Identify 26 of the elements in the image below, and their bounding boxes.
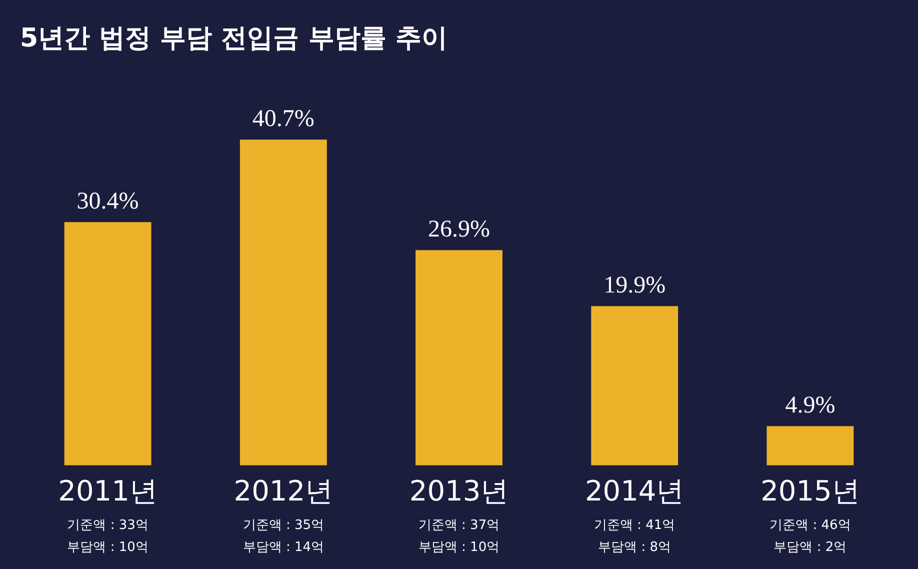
text: 부담액 : 10억 [418, 540, 500, 555]
text: 부담액 : 10억 [67, 540, 148, 555]
bar [64, 222, 152, 466]
x-tick-label: 2015년 [760, 474, 860, 508]
x-tick-label: 2011년 [58, 474, 158, 508]
text: 기준액 : 35억 [242, 518, 324, 533]
chart-title: 5년간 법정 부담 전입금 부담률 추이 [20, 23, 448, 54]
data-label: 40.7% [252, 106, 314, 132]
text: 기준액 : 46억 [770, 518, 851, 533]
x-tick-label: 2014년 [584, 474, 684, 508]
x-tick-label: 2012년 [234, 474, 334, 508]
data-label: 30.4% [76, 188, 139, 214]
data-label: 4.9% [785, 392, 836, 418]
data-label: 19.9% [604, 272, 666, 298]
text: 기준액 : 37억 [418, 518, 500, 533]
bar [766, 426, 854, 466]
text: 기준액 : 33억 [67, 518, 148, 533]
text: 부담액 : 14억 [242, 540, 324, 555]
bar [240, 140, 327, 466]
text: 기준액 : 41억 [594, 518, 676, 533]
bar [591, 306, 678, 466]
text: 부담액 : 8억 [598, 540, 672, 555]
data-label: 26.9% [428, 216, 490, 242]
text: 부담액 : 2억 [774, 540, 847, 555]
x-tick-label: 2013년 [409, 474, 509, 508]
bar [416, 250, 502, 466]
